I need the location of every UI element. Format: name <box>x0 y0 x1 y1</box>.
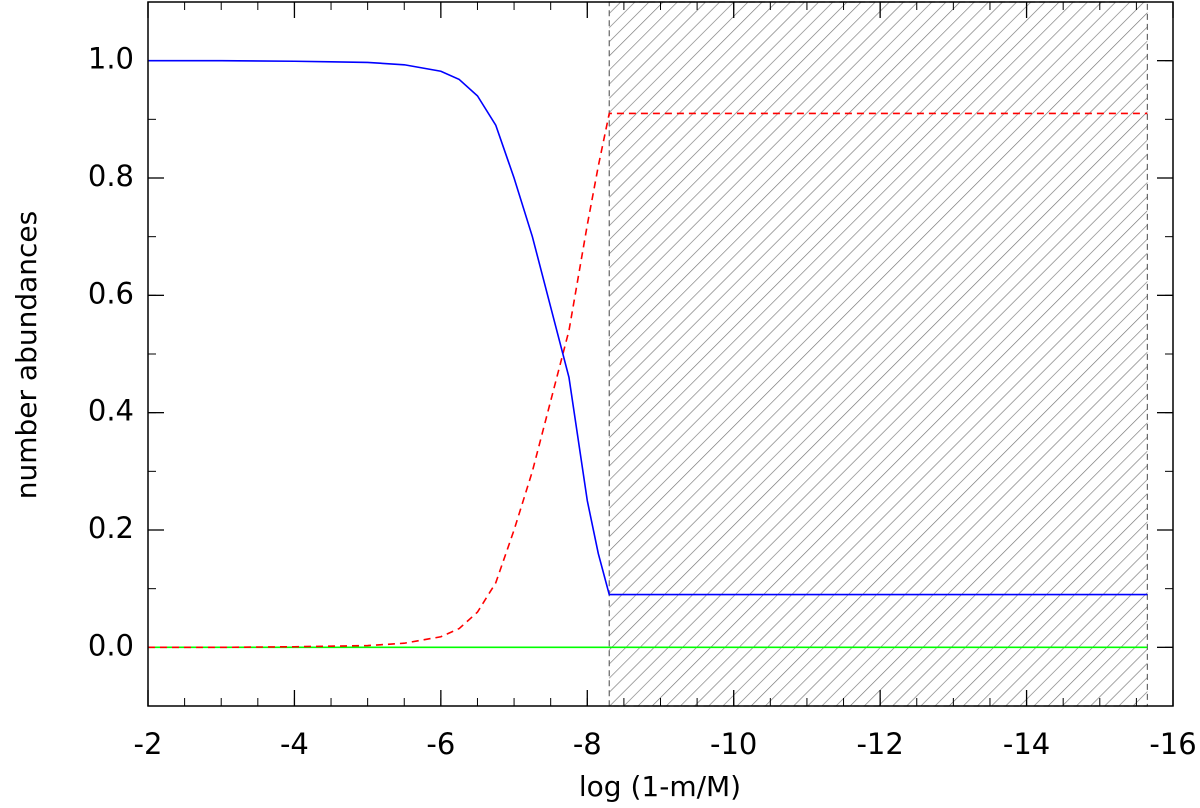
plot-frame <box>147 1 1174 707</box>
y-tick-label: 0.6 <box>88 276 134 310</box>
y-tick-label: 1.0 <box>88 42 134 76</box>
series-line <box>148 112 1148 649</box>
y-axis-label: number abundances <box>10 211 43 500</box>
y-tick-label: 0.2 <box>88 511 134 545</box>
y-tick-label: 0.0 <box>88 628 134 662</box>
x-tick-label: -4 <box>280 727 309 761</box>
y-tick-label: 0.4 <box>88 394 134 428</box>
x-tick-label: -2 <box>134 727 163 761</box>
x-tick-label: -10 <box>710 727 757 761</box>
x-tick-label: -14 <box>1003 727 1050 761</box>
x-tick-label: -8 <box>573 727 602 761</box>
x-tick-label: -16 <box>1149 727 1196 761</box>
series-line <box>148 59 1148 596</box>
x-tick-label: -12 <box>856 727 903 761</box>
x-axis-label: log (1-m/M) <box>579 770 741 803</box>
y-tick-label: 0.8 <box>88 159 134 193</box>
x-tick-label: -6 <box>426 727 455 761</box>
shaded-region <box>608 1 1148 707</box>
